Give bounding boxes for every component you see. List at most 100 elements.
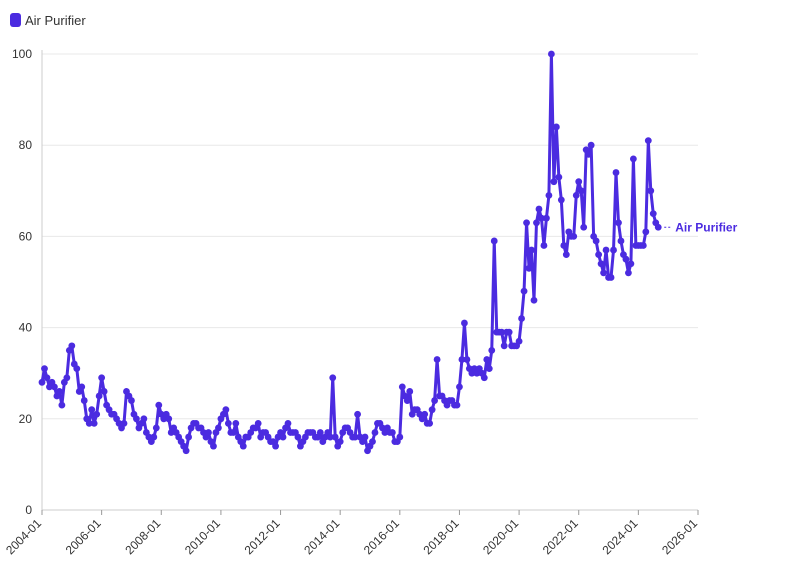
data-point (560, 242, 568, 249)
data-point (182, 447, 190, 455)
data-point (95, 392, 103, 400)
data-point (555, 173, 563, 181)
data-point (485, 365, 493, 373)
data-point (421, 410, 429, 418)
data-point (254, 419, 262, 427)
data-point (215, 424, 222, 432)
data-point (654, 223, 662, 231)
data-point (570, 233, 578, 240)
data-point (617, 237, 625, 245)
data-point (88, 406, 96, 414)
x-tick-label: 2024-01 (599, 516, 640, 557)
data-point (369, 438, 376, 445)
data-point (488, 347, 496, 354)
data-point (557, 196, 565, 204)
data-point (575, 178, 583, 186)
data-point (639, 242, 647, 249)
data-point (572, 191, 580, 199)
data-point (458, 356, 466, 363)
data-point (73, 365, 81, 373)
gridlines (42, 53, 698, 420)
x-tick-label: 2006-01 (63, 516, 104, 557)
data-point (98, 374, 106, 382)
data-point (483, 356, 491, 363)
data-point (329, 374, 337, 382)
data-point (433, 356, 441, 363)
data-point (543, 214, 550, 222)
data-point (547, 50, 555, 58)
data-point (272, 442, 279, 450)
x-tick-label: 2010-01 (182, 516, 223, 557)
data-point (515, 337, 523, 345)
x-tick-label: 2012-01 (242, 516, 283, 557)
data-point (453, 401, 461, 409)
data-point (128, 397, 135, 404)
data-point (602, 246, 610, 254)
data-point (185, 433, 193, 441)
data-point (371, 429, 379, 436)
data-point (78, 383, 86, 391)
legend-label: Air Purifier (25, 12, 86, 28)
data-point (595, 251, 603, 259)
data-point (523, 219, 530, 227)
data-point (550, 178, 558, 186)
x-tick-label: 2018-01 (421, 516, 462, 557)
data-point (545, 191, 553, 199)
data-point (388, 429, 396, 436)
data-point (224, 419, 232, 427)
data-point (205, 429, 212, 436)
data-point (612, 169, 620, 176)
data-point (93, 410, 101, 418)
data-point (580, 223, 588, 231)
data-point (647, 187, 655, 195)
data-point (597, 260, 605, 268)
data-point (525, 264, 533, 272)
x-tick-label: 2014-01 (301, 516, 342, 557)
data-point (210, 442, 217, 450)
data-point (538, 214, 545, 222)
data-point (456, 383, 463, 391)
data-point (222, 406, 230, 414)
data-point (461, 319, 468, 327)
x-tick-label: 2026-01 (659, 516, 700, 557)
data-point (294, 433, 302, 441)
data-point (587, 141, 595, 149)
data-point (577, 187, 585, 195)
data-point (403, 397, 411, 404)
data-point (155, 401, 163, 409)
data-point (398, 383, 406, 391)
data-point (140, 415, 148, 423)
data-point (51, 383, 58, 391)
data-point (68, 342, 76, 350)
data-point (535, 205, 543, 213)
data-point (232, 419, 240, 427)
data-point (361, 433, 369, 441)
data-point (426, 419, 434, 427)
y-tick-label: 20 (19, 412, 33, 426)
data-point (85, 419, 93, 427)
data-point (41, 365, 48, 373)
points-group (38, 50, 662, 455)
data-point (610, 246, 617, 254)
legend[interactable]: Air Purifier (10, 10, 86, 30)
data-point (463, 356, 471, 363)
data-point (55, 388, 63, 395)
data-point (615, 219, 622, 227)
data-point (43, 374, 51, 382)
data-point (552, 123, 560, 131)
y-tick-label: 80 (19, 138, 33, 152)
x-axis-ticks: 2004-01 2006-01 2008-01 2010-01 2012-01 2014-… (3, 510, 700, 557)
data-point (518, 315, 525, 322)
y-tick-label: 40 (19, 321, 33, 335)
data-point (326, 433, 334, 441)
x-tick-label: 2008-01 (122, 516, 163, 557)
data-point (585, 150, 593, 158)
data-point (490, 237, 498, 245)
data-point (533, 219, 540, 227)
x-tick-label: 2004-01 (3, 516, 44, 557)
data-point (627, 260, 635, 268)
data-point (100, 388, 108, 395)
axes (41, 50, 698, 511)
legend-swatch (10, 13, 21, 27)
data-point (316, 429, 324, 436)
